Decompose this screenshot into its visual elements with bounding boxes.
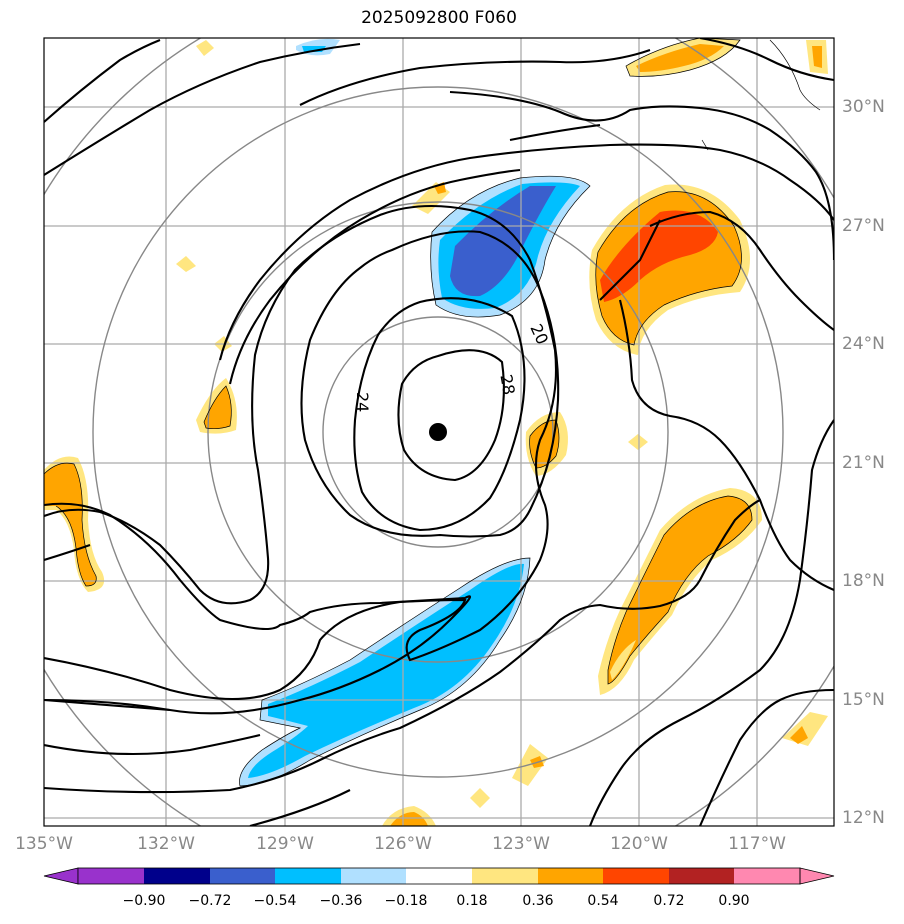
storm-center-marker: [429, 423, 447, 441]
lon-label-123w: 123°W: [492, 834, 550, 854]
lat-label-15n: 15°N: [842, 690, 885, 710]
lat-label-30n: 30°N: [842, 97, 885, 117]
lat-label-21n: 21°N: [842, 453, 885, 473]
lon-label-120w: 120°W: [610, 834, 668, 854]
lat-label-18n: 18°N: [842, 571, 885, 591]
lon-label-132w: 132°W: [137, 834, 195, 854]
lat-label-27n: 27°N: [842, 216, 885, 236]
lon-label-126w: 126°W: [374, 834, 432, 854]
height-contours: [44, 38, 834, 826]
colorbar-label: −0.72: [188, 893, 232, 909]
colorbar-label: −0.54: [253, 893, 297, 909]
lat-label-12n: 12°N: [842, 808, 885, 828]
colorbar-label: 0.72: [653, 893, 685, 909]
contour-label-28: 28: [496, 373, 518, 396]
map-frame: [43, 37, 835, 827]
graticule: [44, 38, 834, 826]
shading-layer: [44, 38, 828, 826]
colorbar-label: −0.90: [122, 893, 166, 909]
colorbar-label: 0.36: [522, 893, 554, 909]
lon-label-129w: 129°W: [256, 834, 314, 854]
lat-label-24n: 24°N: [842, 334, 885, 354]
range-rings: [44, 38, 834, 826]
contour-label-24: 24: [353, 392, 372, 412]
colorbar: [43, 867, 835, 885]
colorbar-label: −0.36: [319, 893, 363, 909]
lon-label-135w: 135°W: [15, 834, 73, 854]
colorbar-label: 0.54: [587, 893, 619, 909]
colorbar-label: 0.90: [718, 893, 750, 909]
colorbar-label: 0.18: [456, 893, 488, 909]
colorbar-label: −0.18: [384, 893, 428, 909]
contour-label-group: 20 28 24: [353, 321, 552, 412]
lon-label-117w: 117°W: [728, 834, 786, 854]
map-title: 2025092800 F060: [361, 8, 517, 28]
